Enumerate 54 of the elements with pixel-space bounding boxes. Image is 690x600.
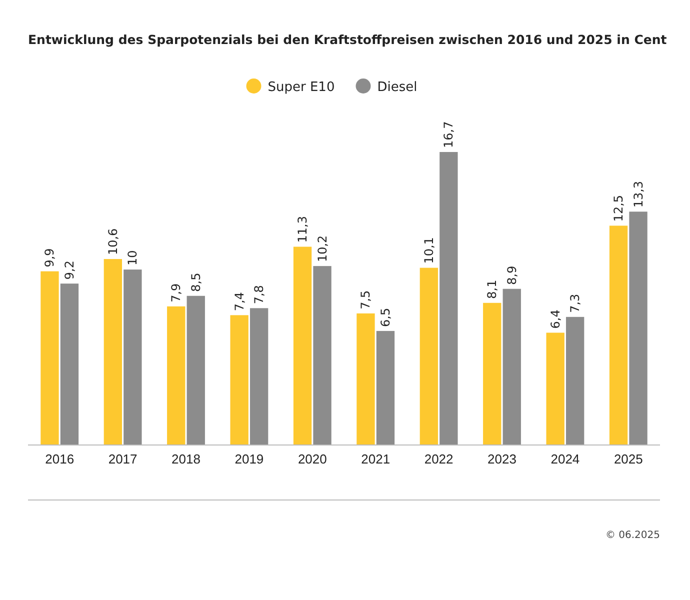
bar xyxy=(250,308,268,445)
x-tick-label: 2018 xyxy=(172,452,200,467)
bar xyxy=(60,284,79,445)
data-label: 6,5 xyxy=(378,308,392,327)
bar xyxy=(167,306,186,445)
data-label: 9,2 xyxy=(62,260,76,280)
bar xyxy=(609,226,628,445)
legend-label: Super E10 xyxy=(268,80,335,95)
chart-title: Entwicklung des Sparpotenzials bei den Kraftstoffpreisen zwischen 2016 und 2025 in Cent xyxy=(28,32,667,47)
x-tick-label: 2024 xyxy=(550,452,580,467)
x-tick-label: 2021 xyxy=(361,452,390,467)
bar xyxy=(293,246,312,445)
bar xyxy=(502,288,521,445)
bar xyxy=(356,313,375,445)
x-tick-label: 2017 xyxy=(108,452,138,467)
x-tick-label: 2019 xyxy=(234,452,264,467)
bar xyxy=(40,271,59,445)
data-label: 7,5 xyxy=(358,290,373,310)
bar xyxy=(313,266,332,445)
data-label: 11,3 xyxy=(296,216,310,243)
text: © 06.2025 xyxy=(605,530,660,541)
x-tick-label: 2016 xyxy=(45,452,74,467)
legend-label: Diesel xyxy=(377,80,418,95)
data-label: 8,9 xyxy=(504,266,519,285)
bar xyxy=(546,332,564,445)
bar xyxy=(420,268,438,445)
bar xyxy=(104,259,122,445)
x-tick-label: 2022 xyxy=(424,452,454,467)
bar xyxy=(376,330,395,445)
x-tick-label: 2025 xyxy=(614,452,643,467)
bar xyxy=(186,296,205,445)
data-label: 7,3 xyxy=(568,294,582,313)
bar xyxy=(566,316,584,445)
data-label: 10,2 xyxy=(315,235,330,262)
bar xyxy=(629,212,648,445)
bar xyxy=(483,302,502,445)
x-tick-label: 2023 xyxy=(488,452,516,467)
data-label: 8,1 xyxy=(485,280,500,299)
data-label: 16,7 xyxy=(442,121,456,148)
data-label: 10,1 xyxy=(422,237,436,264)
data-label: 10 xyxy=(126,250,140,266)
bar xyxy=(124,270,142,445)
data-label: 12,5 xyxy=(612,194,626,222)
data-label: 9,9 xyxy=(42,248,57,268)
data-label: 7,4 xyxy=(232,292,246,312)
data-label: 6,4 xyxy=(548,310,562,329)
data-label: 7,9 xyxy=(169,283,184,302)
data-label: 13,3 xyxy=(631,180,646,208)
bar xyxy=(230,315,248,445)
bar xyxy=(440,152,458,445)
data-label: 7,8 xyxy=(252,285,266,304)
data-label: 10,6 xyxy=(106,228,120,256)
data-label: 8,5 xyxy=(188,272,203,292)
x-tick-label: 2020 xyxy=(298,452,327,467)
